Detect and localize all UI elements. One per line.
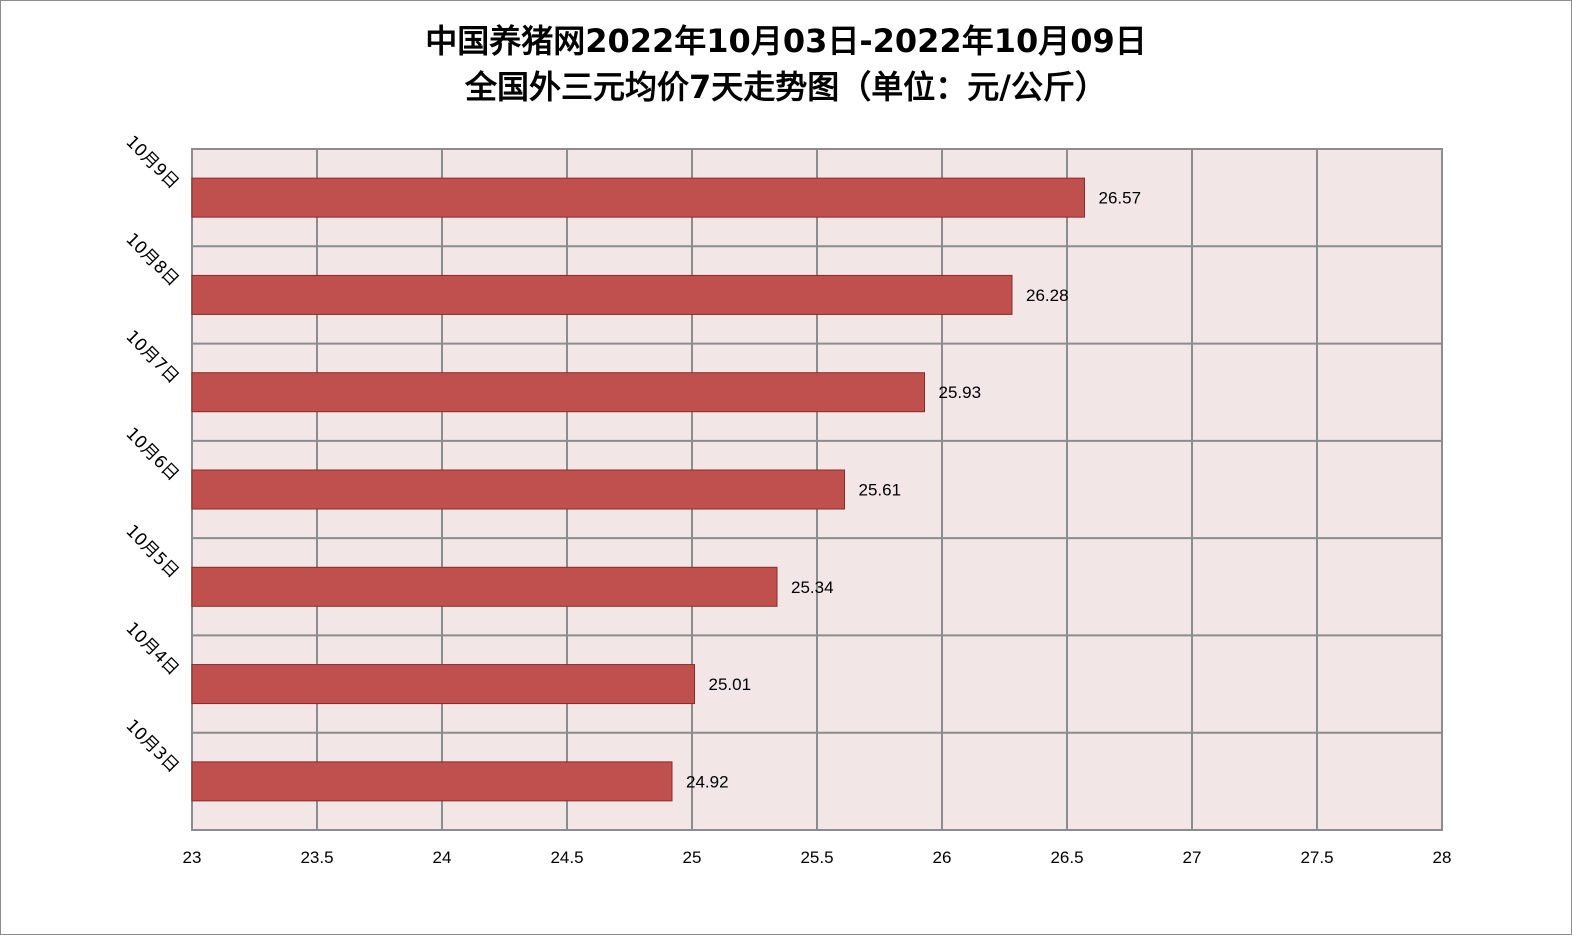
x-tick-label: 26.5 xyxy=(1050,848,1083,867)
data-label: 26.57 xyxy=(1099,189,1142,208)
chart-title-line1: 中国养猪网2022年10月03日-2022年10月09日 xyxy=(425,22,1147,60)
x-tick-label: 23.5 xyxy=(300,848,333,867)
x-tick-label: 23 xyxy=(183,848,202,867)
x-tick-label: 24.5 xyxy=(550,848,583,867)
x-tick-label: 27.5 xyxy=(1300,848,1333,867)
bar xyxy=(191,372,925,413)
category-label: 10月5日 xyxy=(121,521,182,582)
category-label: 10月4日 xyxy=(121,618,182,679)
x-axis-ticks: 23 23.5 24 24.5 25 25.5 26 26.5 27 27.5 28 xyxy=(183,848,1452,867)
bar xyxy=(191,274,1013,315)
data-label: 25.93 xyxy=(939,383,982,402)
category-label: 10月9日 xyxy=(121,132,182,193)
chart-title-line2: 全国外三元均价7天走势图（单位：元/公斤） xyxy=(465,68,1107,106)
bar xyxy=(191,761,673,802)
bar-series xyxy=(191,177,1085,802)
bar xyxy=(191,469,845,510)
x-tick-label: 27 xyxy=(1183,848,1202,867)
chart-title: 中国养猪网2022年10月03日-2022年10月09日 全国外三元均价7天走势… xyxy=(0,18,1572,110)
category-label: 10月3日 xyxy=(121,716,182,777)
bar xyxy=(191,566,778,607)
category-label: 10月6日 xyxy=(121,424,182,485)
category-label: 10月8日 xyxy=(121,229,182,290)
data-labels: 24.92 25.01 25.34 25.61 25.93 26.28 26.57 xyxy=(686,189,1141,792)
data-label: 25.34 xyxy=(791,578,834,597)
grid-lines xyxy=(191,148,1443,831)
x-tick-label: 25 xyxy=(683,848,702,867)
data-label: 25.61 xyxy=(859,481,902,500)
x-tick-label: 25.5 xyxy=(800,848,833,867)
bar xyxy=(191,664,695,705)
bar xyxy=(191,177,1085,218)
y-axis-categories: 10月3日 10月4日 10月5日 10月6日 10月7日 10月8日 10月9日 xyxy=(121,132,182,777)
data-label: 24.92 xyxy=(686,772,729,791)
data-label: 26.28 xyxy=(1026,286,1069,305)
x-tick-label: 28 xyxy=(1433,848,1452,867)
data-label: 25.01 xyxy=(709,675,752,694)
category-label: 10月7日 xyxy=(121,327,182,388)
x-tick-label: 24 xyxy=(433,848,452,867)
x-tick-label: 26 xyxy=(933,848,952,867)
